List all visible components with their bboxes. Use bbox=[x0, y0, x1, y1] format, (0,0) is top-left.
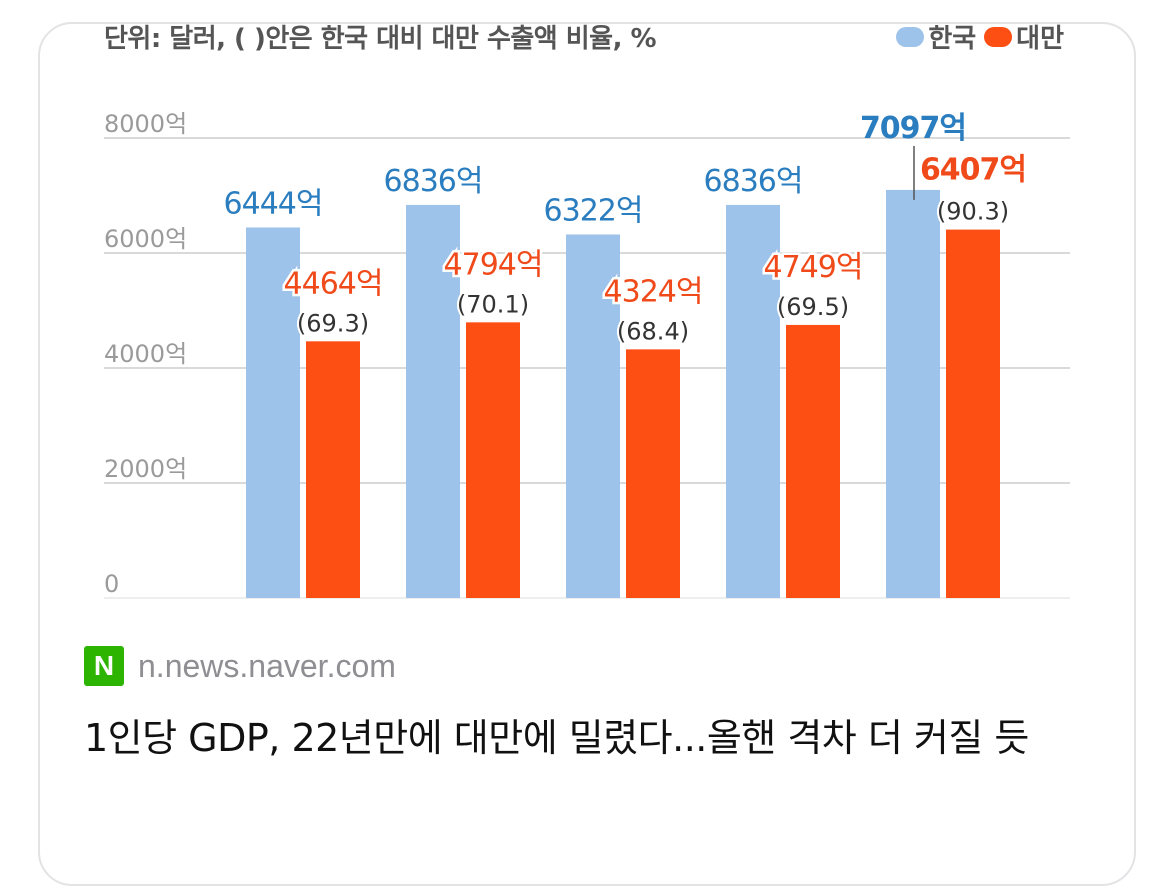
chart-legend: 한국 대만 bbox=[896, 24, 1064, 55]
bar-taiwan bbox=[786, 324, 840, 598]
legend-dot-icon bbox=[896, 26, 925, 47]
data-label-korea: 6836억 bbox=[704, 164, 803, 199]
data-label-korea: 6444억 bbox=[224, 186, 323, 221]
bar-taiwan bbox=[306, 341, 360, 598]
news-card[interactable]: 단위: 달러, ( )안은 한국 대비 대만 수출액 비율, % 한국 대만 0… bbox=[38, 22, 1136, 886]
data-label-taiwan: 6407억 bbox=[920, 153, 1026, 188]
bar-taiwan bbox=[946, 229, 1000, 598]
chart-caption: 단위: 달러, ( )안은 한국 대비 대만 수출액 비율, % bbox=[104, 24, 657, 54]
bar-chart: 0 2000억 4000억 6000억 8000억 6444억 4464억 (69.3) 683… bbox=[104, 110, 1070, 599]
legend-label: 한국 bbox=[928, 24, 977, 54]
data-label-taiwan: 4749억 bbox=[764, 250, 863, 285]
y-tick-label: 6000억 bbox=[104, 225, 187, 253]
bar-korea bbox=[726, 204, 780, 598]
data-label-korea: 6322억 bbox=[544, 193, 643, 228]
bar-taiwan bbox=[626, 349, 680, 598]
bar-korea bbox=[566, 234, 620, 599]
ratio-label: (69.3) bbox=[297, 309, 369, 337]
bar-korea bbox=[406, 204, 460, 598]
data-label-taiwan: 4794억 bbox=[444, 247, 543, 282]
legend-label: 대만 bbox=[1016, 24, 1064, 54]
source-row[interactable]: N n.news.naver.com bbox=[84, 646, 396, 686]
data-label-taiwan: 4464억 bbox=[284, 266, 383, 301]
data-label-korea: 6836억 bbox=[384, 164, 483, 199]
source-domain: n.news.naver.com bbox=[138, 647, 396, 684]
y-tick-label: 4000억 bbox=[104, 340, 187, 368]
ratio-label: (69.5) bbox=[777, 293, 849, 321]
bar-taiwan bbox=[466, 322, 520, 598]
bar-korea bbox=[246, 227, 300, 598]
ratio-label: (90.3) bbox=[937, 198, 1009, 226]
legend-item-taiwan: 대만 bbox=[984, 24, 1064, 55]
article-headline[interactable]: 1인당 GDP, 22년만에 대만에 밀렸다...올핸 격차 더 커질 듯 bbox=[84, 716, 1029, 760]
ratio-label: (70.1) bbox=[457, 290, 529, 318]
naver-logo-icon: N bbox=[84, 646, 124, 686]
bar-korea bbox=[886, 189, 940, 599]
legend-dot-icon bbox=[984, 26, 1013, 47]
data-label-taiwan: 4324억 bbox=[604, 274, 703, 309]
y-tick-label: 0 bbox=[104, 570, 119, 598]
ratio-label: (68.4) bbox=[617, 317, 689, 345]
chart-image: 단위: 달러, ( )안은 한국 대비 대만 수출액 비율, % 한국 대만 0… bbox=[40, 24, 1134, 624]
data-label-korea: 7097억 bbox=[860, 111, 966, 146]
legend-item-korea: 한국 bbox=[896, 24, 977, 55]
y-tick-label: 2000억 bbox=[104, 455, 187, 483]
y-tick-label: 8000억 bbox=[104, 110, 187, 138]
